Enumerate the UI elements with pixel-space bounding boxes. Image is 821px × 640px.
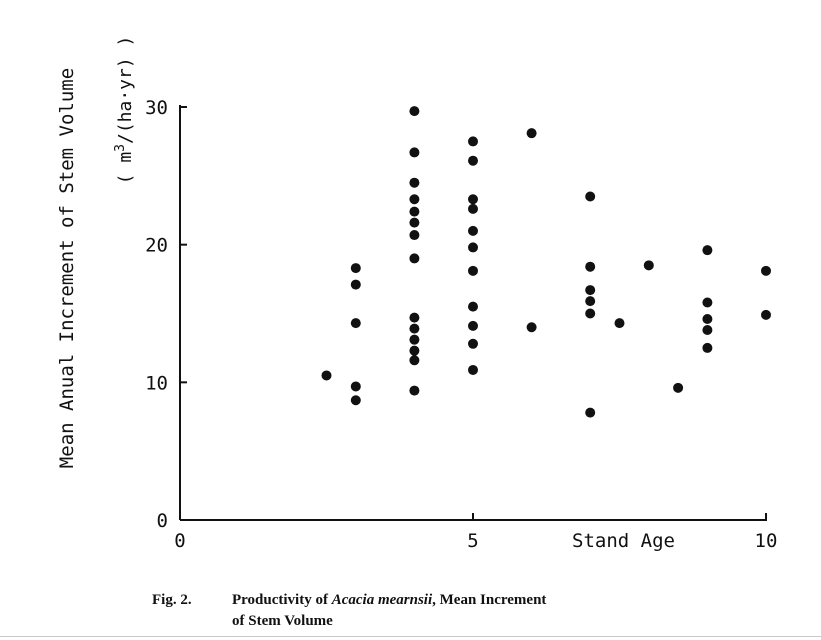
- y-tick-label: 30: [145, 97, 168, 119]
- data-point: [409, 355, 420, 366]
- caption-text-start: Productivity of: [232, 592, 332, 608]
- y-tick-label: 20: [145, 235, 168, 257]
- data-point: [585, 407, 596, 418]
- data-point: [468, 203, 478, 214]
- y-unit-superscript: 3: [113, 144, 128, 152]
- caption-text-end: , Mean Increment: [432, 592, 547, 608]
- y-axis-title: Mean Anual Increment of Stem Volume: [56, 68, 78, 468]
- scatter-chart: 0 10 20 30 0 5 10 Stand Age Mean Anual Increme…: [56, 36, 777, 552]
- x-axis-title: Stand Age: [572, 530, 675, 552]
- data-point: [350, 279, 361, 290]
- data-point: [468, 136, 478, 147]
- data-point: [409, 177, 420, 188]
- data-point: [409, 206, 420, 217]
- data-point: [409, 345, 420, 356]
- data-point: [526, 322, 537, 333]
- data-point: [409, 253, 420, 264]
- caption-line-1: Fig. 2. Productivity of Acacia mearnsii, …: [152, 590, 712, 611]
- data-point: [468, 225, 478, 236]
- data-point: [585, 296, 596, 307]
- data-point: [468, 338, 478, 349]
- data-point: [468, 242, 478, 253]
- data-point: [468, 265, 478, 276]
- data-point: [702, 245, 713, 256]
- data-point: [702, 325, 713, 336]
- x-tick-label: 10: [755, 530, 778, 552]
- y-unit-open: ( m: [115, 152, 136, 185]
- data-point: [350, 381, 361, 392]
- data-point: [468, 155, 478, 166]
- data-point: [673, 382, 684, 393]
- data-point: [614, 318, 625, 329]
- data-point: [409, 385, 420, 396]
- figure-number: Fig. 2.: [152, 592, 192, 608]
- data-point: [585, 191, 596, 202]
- data-point: [350, 263, 361, 274]
- data-point: [350, 395, 361, 406]
- figure-caption: Fig. 2. Productivity of Acacia mearnsii, …: [152, 590, 712, 632]
- data-point: [702, 342, 713, 353]
- y-tick-label: 10: [145, 372, 168, 394]
- data-point: [585, 308, 596, 319]
- data-point: [468, 301, 478, 312]
- data-point: [409, 230, 420, 241]
- data-point: [468, 364, 478, 375]
- data-point: [468, 194, 478, 205]
- data-point: [409, 194, 420, 205]
- data-point: [585, 285, 596, 296]
- data-point: [761, 309, 771, 320]
- data-point: [468, 320, 478, 331]
- axes: [179, 105, 767, 521]
- data-point: [409, 147, 420, 158]
- x-tick-label: 5: [467, 530, 478, 552]
- x-tick-label: 0: [174, 530, 185, 552]
- y-axis-unit: ( m3/(ha·yr) ): [113, 36, 136, 185]
- page-divider: [0, 636, 821, 637]
- data-point: [409, 217, 420, 228]
- tick-labels: 0 10 20 30 0 5 10: [145, 97, 777, 552]
- data-point: [409, 323, 420, 334]
- data-point: [350, 318, 361, 329]
- data-point: [643, 260, 654, 271]
- data-point: [409, 312, 420, 323]
- data-point: [702, 314, 713, 325]
- data-point: [409, 106, 420, 117]
- species-name: Acacia mearnsii: [331, 592, 433, 608]
- data-points: [321, 106, 771, 418]
- data-point: [409, 334, 420, 345]
- caption-line-2: of Stem Volume: [232, 613, 333, 629]
- data-point: [585, 261, 596, 272]
- data-point: [761, 265, 771, 276]
- y-unit-close: /(ha·yr) ): [115, 36, 136, 144]
- data-point: [702, 297, 713, 308]
- data-point: [526, 128, 537, 139]
- data-point: [321, 370, 332, 381]
- y-tick-label: 0: [157, 510, 168, 532]
